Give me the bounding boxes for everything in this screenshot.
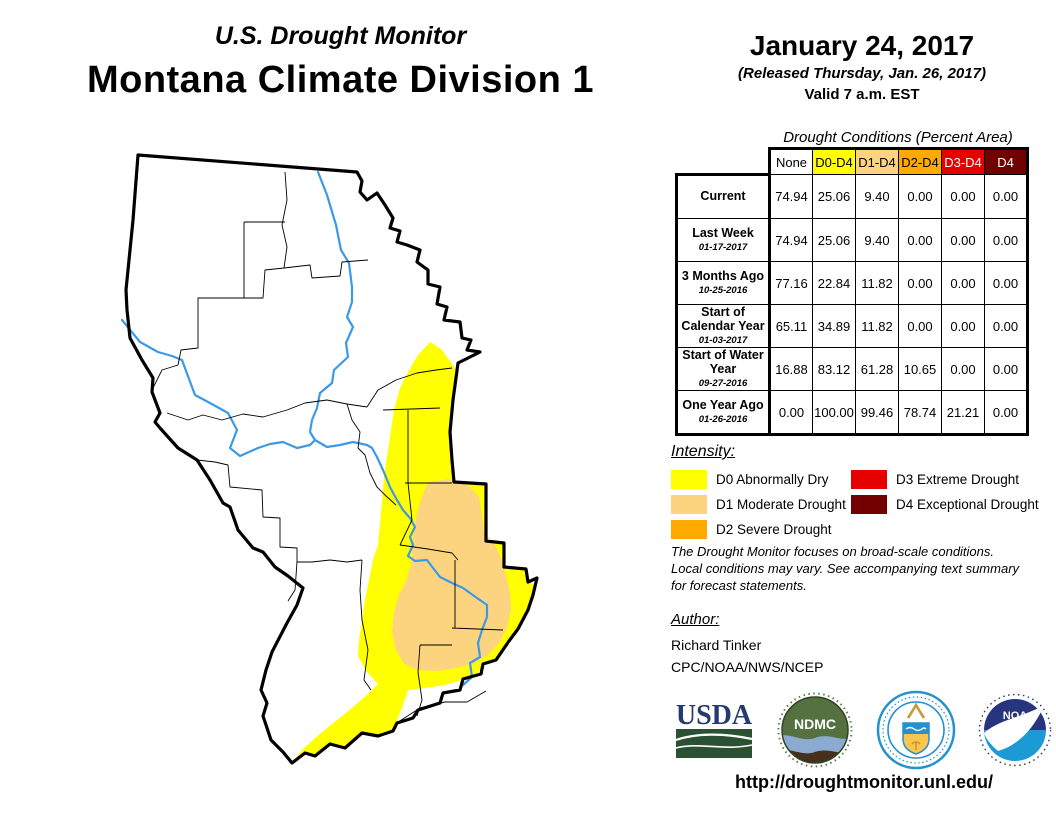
legend-swatch-d1: [671, 494, 707, 514]
author-heading: Author:: [671, 611, 720, 628]
legend-item-d1: D1 Moderate Drought: [671, 492, 846, 516]
legend-swatch-d4: [851, 494, 887, 514]
legend-right-column: D3 Extreme Drought D4 Exceptional Drough…: [851, 467, 1039, 517]
author-org: CPC/NOAA/NWS/NCEP: [671, 659, 824, 675]
usda-logo: USDA: [675, 700, 753, 758]
legend-item-d0: D0 Abnormally Dry: [671, 467, 846, 491]
drought-map: [120, 153, 539, 765]
table-corner-cell: [676, 148, 770, 175]
table-row: 3 Months Ago 10-25-2016 77.16 22.84 11.8…: [675, 261, 1029, 305]
noaa-wordmark: NOAA: [1003, 710, 1035, 722]
noaa-logo: NOAA: [978, 693, 1052, 767]
row-label-start-water-year: Start of Water Year 09-27-2016: [675, 347, 770, 391]
legend-item-d3: D3 Extreme Drought: [851, 467, 1039, 491]
map-county-lines: [151, 171, 504, 725]
legend-left-column: D0 Abnormally Dry D1 Moderate Drought D2…: [671, 467, 846, 542]
table-caption: Drought Conditions (Percent Area): [783, 129, 1013, 146]
page-title: Montana Climate Division 1: [86, 59, 595, 101]
ndmc-globe-icon: [782, 697, 848, 763]
table-row: Current 74.94 25.06 9.40 0.00 0.00 0.00: [675, 173, 1029, 219]
table-row: Last Week 01-17-2017 74.94 25.06 9.40 0.…: [675, 218, 1029, 262]
map-d1-area: [392, 479, 511, 671]
col-header-d2-d4: D2-D4: [898, 147, 942, 175]
row-label-3-months-ago: 3 Months Ago 10-25-2016: [675, 261, 770, 305]
col-header-d0-d4: D0-D4: [812, 147, 856, 175]
ndmc-logo: NDMC: [777, 692, 853, 768]
valid-time: Valid 7 a.m. EST: [804, 86, 920, 103]
legend-swatch-d3: [851, 469, 887, 489]
legend-swatch-d2: [671, 519, 707, 539]
table-row: Start of Water Year 09-27-2016 16.88 83.…: [675, 347, 1029, 391]
left-header: U.S. Drought Monitor Montana Climate Div…: [28, 22, 653, 102]
row-label-start-calendar-year: Start of Calendar Year 01-03-2017: [675, 304, 770, 348]
row-label-one-year-ago: One Year Ago 01-26-2016: [675, 390, 770, 436]
table-header-row: None D0-D4 D1-D4 D2-D4 D3-D4 D4: [676, 147, 1029, 175]
legend-item-d4: D4 Exceptional Drought: [851, 492, 1039, 516]
ndmc-wordmark: NDMC: [794, 716, 836, 732]
seal-ring-text: [882, 696, 950, 764]
right-header: January 24, 2017 (Released Thursday, Jan…: [676, 30, 1048, 103]
disclaimer-text: The Drought Monitor focuses on broad-sca…: [671, 544, 1020, 594]
agency-logos: USDA NDMC: [674, 690, 1052, 770]
col-header-d3-d4: D3-D4: [941, 147, 985, 175]
table-row: One Year Ago 01-26-2016 0.00 100.00 99.4…: [675, 390, 1029, 436]
legend-item-d2: D2 Severe Drought: [671, 517, 846, 541]
map-division-boundary: [124, 153, 539, 765]
table-row: Start of Calendar Year 01-03-2017 65.11 …: [675, 304, 1029, 348]
commerce-eagle-icon: [906, 702, 926, 719]
row-label-current: Current: [675, 173, 770, 219]
commerce-shield-icon: [902, 722, 930, 755]
usda-wordmark: USDA: [676, 700, 753, 731]
author-name: Richard Tinker: [671, 637, 762, 653]
author-block: Author: Richard Tinker CPC/NOAA/NWS/NCEP: [671, 611, 823, 675]
map-rivers: [120, 170, 489, 687]
legend-swatch-d0: [671, 469, 707, 489]
intensity-legend: Intensity: D0 Abnormally Dry D1 Moderate…: [671, 443, 1056, 543]
col-header-none: None: [768, 147, 813, 175]
drought-conditions-table: None D0-D4 D1-D4 D2-D4 D3-D4 D4 Current …: [675, 147, 1029, 436]
legend-title: Intensity:: [671, 443, 736, 460]
map-date: January 24, 2017: [749, 30, 975, 61]
commerce-seal-logo: [876, 690, 956, 770]
report-kicker: U.S. Drought Monitor: [214, 22, 467, 50]
released-date: (Released Thursday, Jan. 26, 2017): [738, 65, 986, 82]
row-label-last-week: Last Week 01-17-2017: [675, 218, 770, 262]
footer-url: http://droughtmonitor.unl.edu/: [735, 772, 993, 792]
col-header-d4: D4: [984, 147, 1029, 175]
noaa-globe-icon: [984, 699, 1046, 761]
col-header-d1-d4: D1-D4: [855, 147, 899, 175]
